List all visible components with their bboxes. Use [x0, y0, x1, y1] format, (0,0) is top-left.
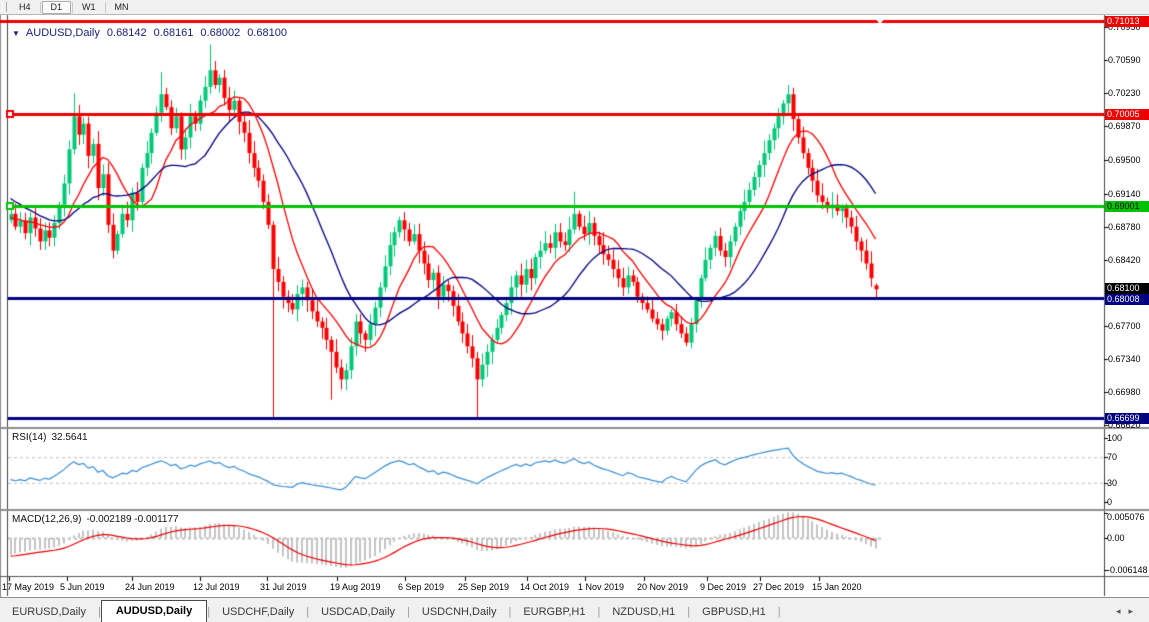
date-axis-label: 20 Nov 2019 [637, 582, 689, 592]
price-axis-label: 0.70590 [1108, 55, 1141, 66]
tab-usdcnh-daily[interactable]: USDCNH,Daily [421, 606, 497, 618]
price-axis-label: 0.68420 [1108, 254, 1141, 265]
rsi-scale-label: 30 [1107, 477, 1118, 488]
timeframe-button-mn[interactable]: MN [114, 1, 129, 12]
quote-high: 0.68161 [153, 27, 194, 39]
quote-low: 0.68002 [200, 27, 241, 39]
tab-nzdusd-h1[interactable]: NZDUSD,H1 [612, 606, 676, 618]
date-axis-label: 14 Oct 2019 [520, 582, 570, 592]
chart-title: ▼ AUDUSD,Daily 0.68142 0.68161 0.68002 0.6810… [12, 27, 287, 39]
price-line-badge: 0.71013 [1105, 15, 1149, 27]
price-axis-label: 0.68780 [1108, 221, 1141, 232]
tab-separator: | [597, 606, 601, 618]
tab-usdchf-daily[interactable]: USDCHF,Daily [222, 606, 295, 618]
date-axis-label: 25 Sep 2019 [458, 582, 510, 592]
price-axis-label: 0.66620 [1108, 420, 1141, 431]
date-axis-label: 6 Sep 2019 [398, 582, 445, 592]
tab-separator: | [777, 606, 781, 618]
toolbar-grip-handle[interactable] [2, 2, 7, 12]
date-axis-label: 5 Jun 2019 [60, 582, 105, 592]
price-axis-label: 0.69870 [1108, 121, 1141, 132]
symbol-period-label: AUDUSD,Daily [25, 27, 100, 39]
price-line-badge: 0.69001 [1105, 200, 1149, 212]
macd-scale-label: 0.005076 [1107, 512, 1145, 522]
tab-audusd-daily[interactable]: AUDUSD,Daily [100, 600, 208, 622]
price-axis-label: 0.67700 [1108, 321, 1141, 332]
date-axis-label: 19 Aug 2019 [330, 582, 381, 592]
date-axis-label: 27 Dec 2019 [753, 582, 805, 592]
toolbar-separator [39, 1, 41, 13]
price-axis-label: 0.70950 [1108, 22, 1141, 33]
rsi-scale-label: 70 [1107, 452, 1118, 463]
rsi-indicator-label: RSI(14) 32.5641 [12, 432, 88, 443]
tab-separator: | [207, 606, 211, 618]
price-axis-label: 0.70230 [1108, 88, 1141, 99]
tab-scroll-arrows[interactable]: ◂▸ [1116, 606, 1149, 622]
tab-eurusd-daily[interactable]: EURUSD,Daily [12, 606, 86, 618]
toolbar-separator [104, 1, 106, 13]
tab-usdcad-daily[interactable]: USDCAD,Daily [321, 606, 396, 618]
price-axis-label: 0.66980 [1108, 387, 1141, 398]
price-line-badge: 0.70005 [1105, 108, 1149, 120]
tab-separator: | [508, 606, 512, 618]
tab-scroll-left-icon[interactable]: ◂ [1115, 606, 1129, 616]
timeframe-button-d1[interactable]: D1 [41, 0, 72, 14]
tab-separator: | [97, 606, 101, 618]
tab-separator: | [306, 606, 310, 618]
timeframe-button-w1[interactable]: W1 [82, 1, 96, 12]
date-axis-label: 9 Dec 2019 [700, 582, 747, 592]
quote-open: 0.68142 [106, 27, 147, 39]
chart-tab-bar: EURUSD,Daily | AUDUSD,Daily | USDCHF,Daily | U… [0, 597, 1149, 622]
tab-gbpusd-h1[interactable]: GBPUSD,H1 [702, 606, 766, 618]
price-line-badge: 0.68008 [1105, 294, 1149, 306]
macd-indicator-label: MACD(12,26,9) -0.002189 -0.001177 [12, 514, 179, 525]
date-axis-label: 24 Jun 2019 [125, 582, 175, 592]
price-axis-label: 0.69140 [1108, 188, 1141, 199]
date-axis-label: 31 Jul 2019 [260, 582, 307, 592]
timeframe-button-h4[interactable]: H4 [19, 1, 31, 12]
toolbar-separator [72, 1, 74, 13]
date-axis-label: 15 Jan 2020 [812, 582, 862, 592]
tab-eurgbp-h1[interactable]: EURGBP,H1 [523, 606, 586, 618]
macd-scale-label: -0.006148 [1107, 564, 1148, 575]
price-axis-label: 0.69500 [1108, 155, 1141, 166]
rsi-scale-label: 0 [1107, 497, 1113, 507]
date-axis-label: 12 Jul 2019 [193, 582, 240, 592]
quote-close: 0.68100 [247, 27, 287, 39]
price-line-badge: 0.68100 [1105, 282, 1149, 294]
macd-scale-label: 0.00 [1107, 533, 1125, 543]
tab-separator: | [407, 606, 410, 618]
tab-separator: | [687, 606, 691, 618]
rsi-scale-label: 100 [1107, 433, 1123, 443]
price-line-badge: 0.66699 [1105, 412, 1149, 424]
chevron-down-icon[interactable]: ▼ [12, 29, 20, 38]
tab-scroll-right-icon[interactable]: ▸ [1128, 606, 1141, 616]
date-axis-label: 17 May 2019 [2, 582, 55, 592]
price-axis-label: 0.67340 [1108, 354, 1141, 365]
timeframe-toolbar: H4 D1 W1 MN [0, 0, 1149, 15]
date-axis-label: 1 Nov 2019 [578, 582, 625, 592]
